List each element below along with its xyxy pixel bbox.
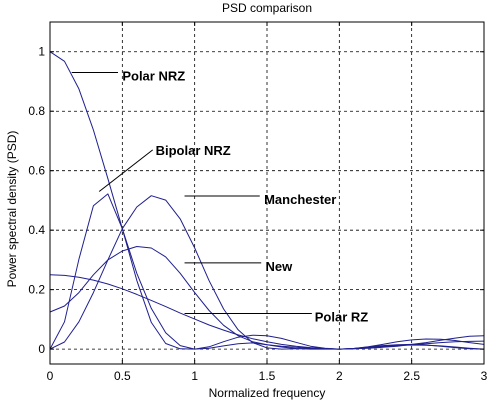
y-tick-label: 0 <box>38 342 45 356</box>
annotation-leader-bipolar-nrz <box>98 149 154 192</box>
axes-frame <box>49 21 485 365</box>
annotation-label-polar-nrz: Polar NRZ <box>122 69 185 84</box>
y-axis-label: Power spectral density (PSD) <box>5 131 19 288</box>
y-tick-label: 1 <box>38 45 45 59</box>
chart-title: PSD comparison <box>222 1 312 15</box>
y-tick-label: 0.2 <box>28 283 45 297</box>
x-tick-label: 1 <box>191 369 198 383</box>
x-tick-label: 2 <box>336 369 343 383</box>
y-tick-label: 0.8 <box>28 104 45 118</box>
annotation-label-polar-rz: Polar RZ <box>315 309 369 324</box>
x-tick-label: 2.5 <box>403 369 420 383</box>
annotation-label-new: New <box>266 259 294 274</box>
x-tick-label: 0 <box>47 369 54 383</box>
annotation-label-manchester: Manchester <box>264 192 336 207</box>
x-tick-label: 3 <box>481 369 488 383</box>
x-tick-label: 1.5 <box>259 369 276 383</box>
series-line-polar-rz <box>49 274 485 350</box>
x-tick-label: 0.5 <box>114 369 131 383</box>
x-axis-label: Normalized frequency <box>209 386 326 400</box>
y-tick-label: 0.6 <box>28 164 45 178</box>
annotation-label-bipolar-nrz: Bipolar NRZ <box>156 143 231 158</box>
y-tick-label: 0.4 <box>28 223 45 237</box>
